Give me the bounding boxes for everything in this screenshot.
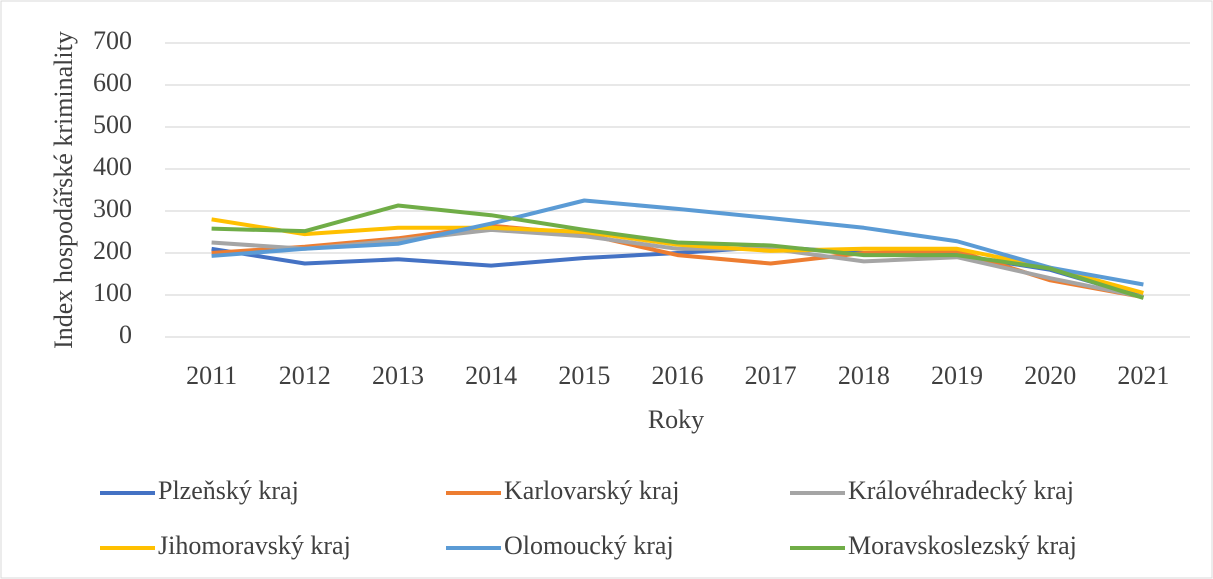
legend-label: Královéhradecký kraj [848,476,1074,505]
x-tick-label: 2011 [186,361,237,390]
x-tick-label: 2020 [1024,361,1076,390]
x-axis-title: Roky [648,405,704,434]
series-line [211,198,1144,287]
y-tick-label: 300 [93,194,132,223]
y-axis-title: Index hospodářské kriminality [49,31,78,349]
y-tick-label: 200 [93,236,132,265]
x-tick-label: 2021 [1117,361,1169,390]
y-tick-label: 600 [93,68,132,97]
x-tick-label: 2019 [931,361,983,390]
legend-label: Plzeňský kraj [158,476,299,505]
x-tick-label: 2012 [279,361,331,390]
x-tick-label: 2013 [372,361,424,390]
series-line [211,217,1144,295]
y-tick-label: 0 [119,320,132,349]
x-tick-label: 2016 [652,361,704,390]
legend-label: Karlovarský kraj [504,476,679,505]
legend-label: Jihomoravský kraj [158,531,351,560]
y-tick-label: 400 [93,152,132,181]
y-tick-label: 100 [93,278,132,307]
series-line [211,203,1145,300]
x-tick-label: 2018 [838,361,890,390]
legend-label: Moravskoslezský kraj [848,531,1077,560]
x-tick-label: 2014 [465,361,517,390]
y-tick-label: 500 [93,110,132,139]
legend-label: Olomoucký kraj [504,531,674,560]
series-line [211,227,1144,300]
x-tick-label: 2015 [558,361,610,390]
y-tick-label: 700 [93,26,132,55]
x-tick-label: 2017 [745,361,797,390]
